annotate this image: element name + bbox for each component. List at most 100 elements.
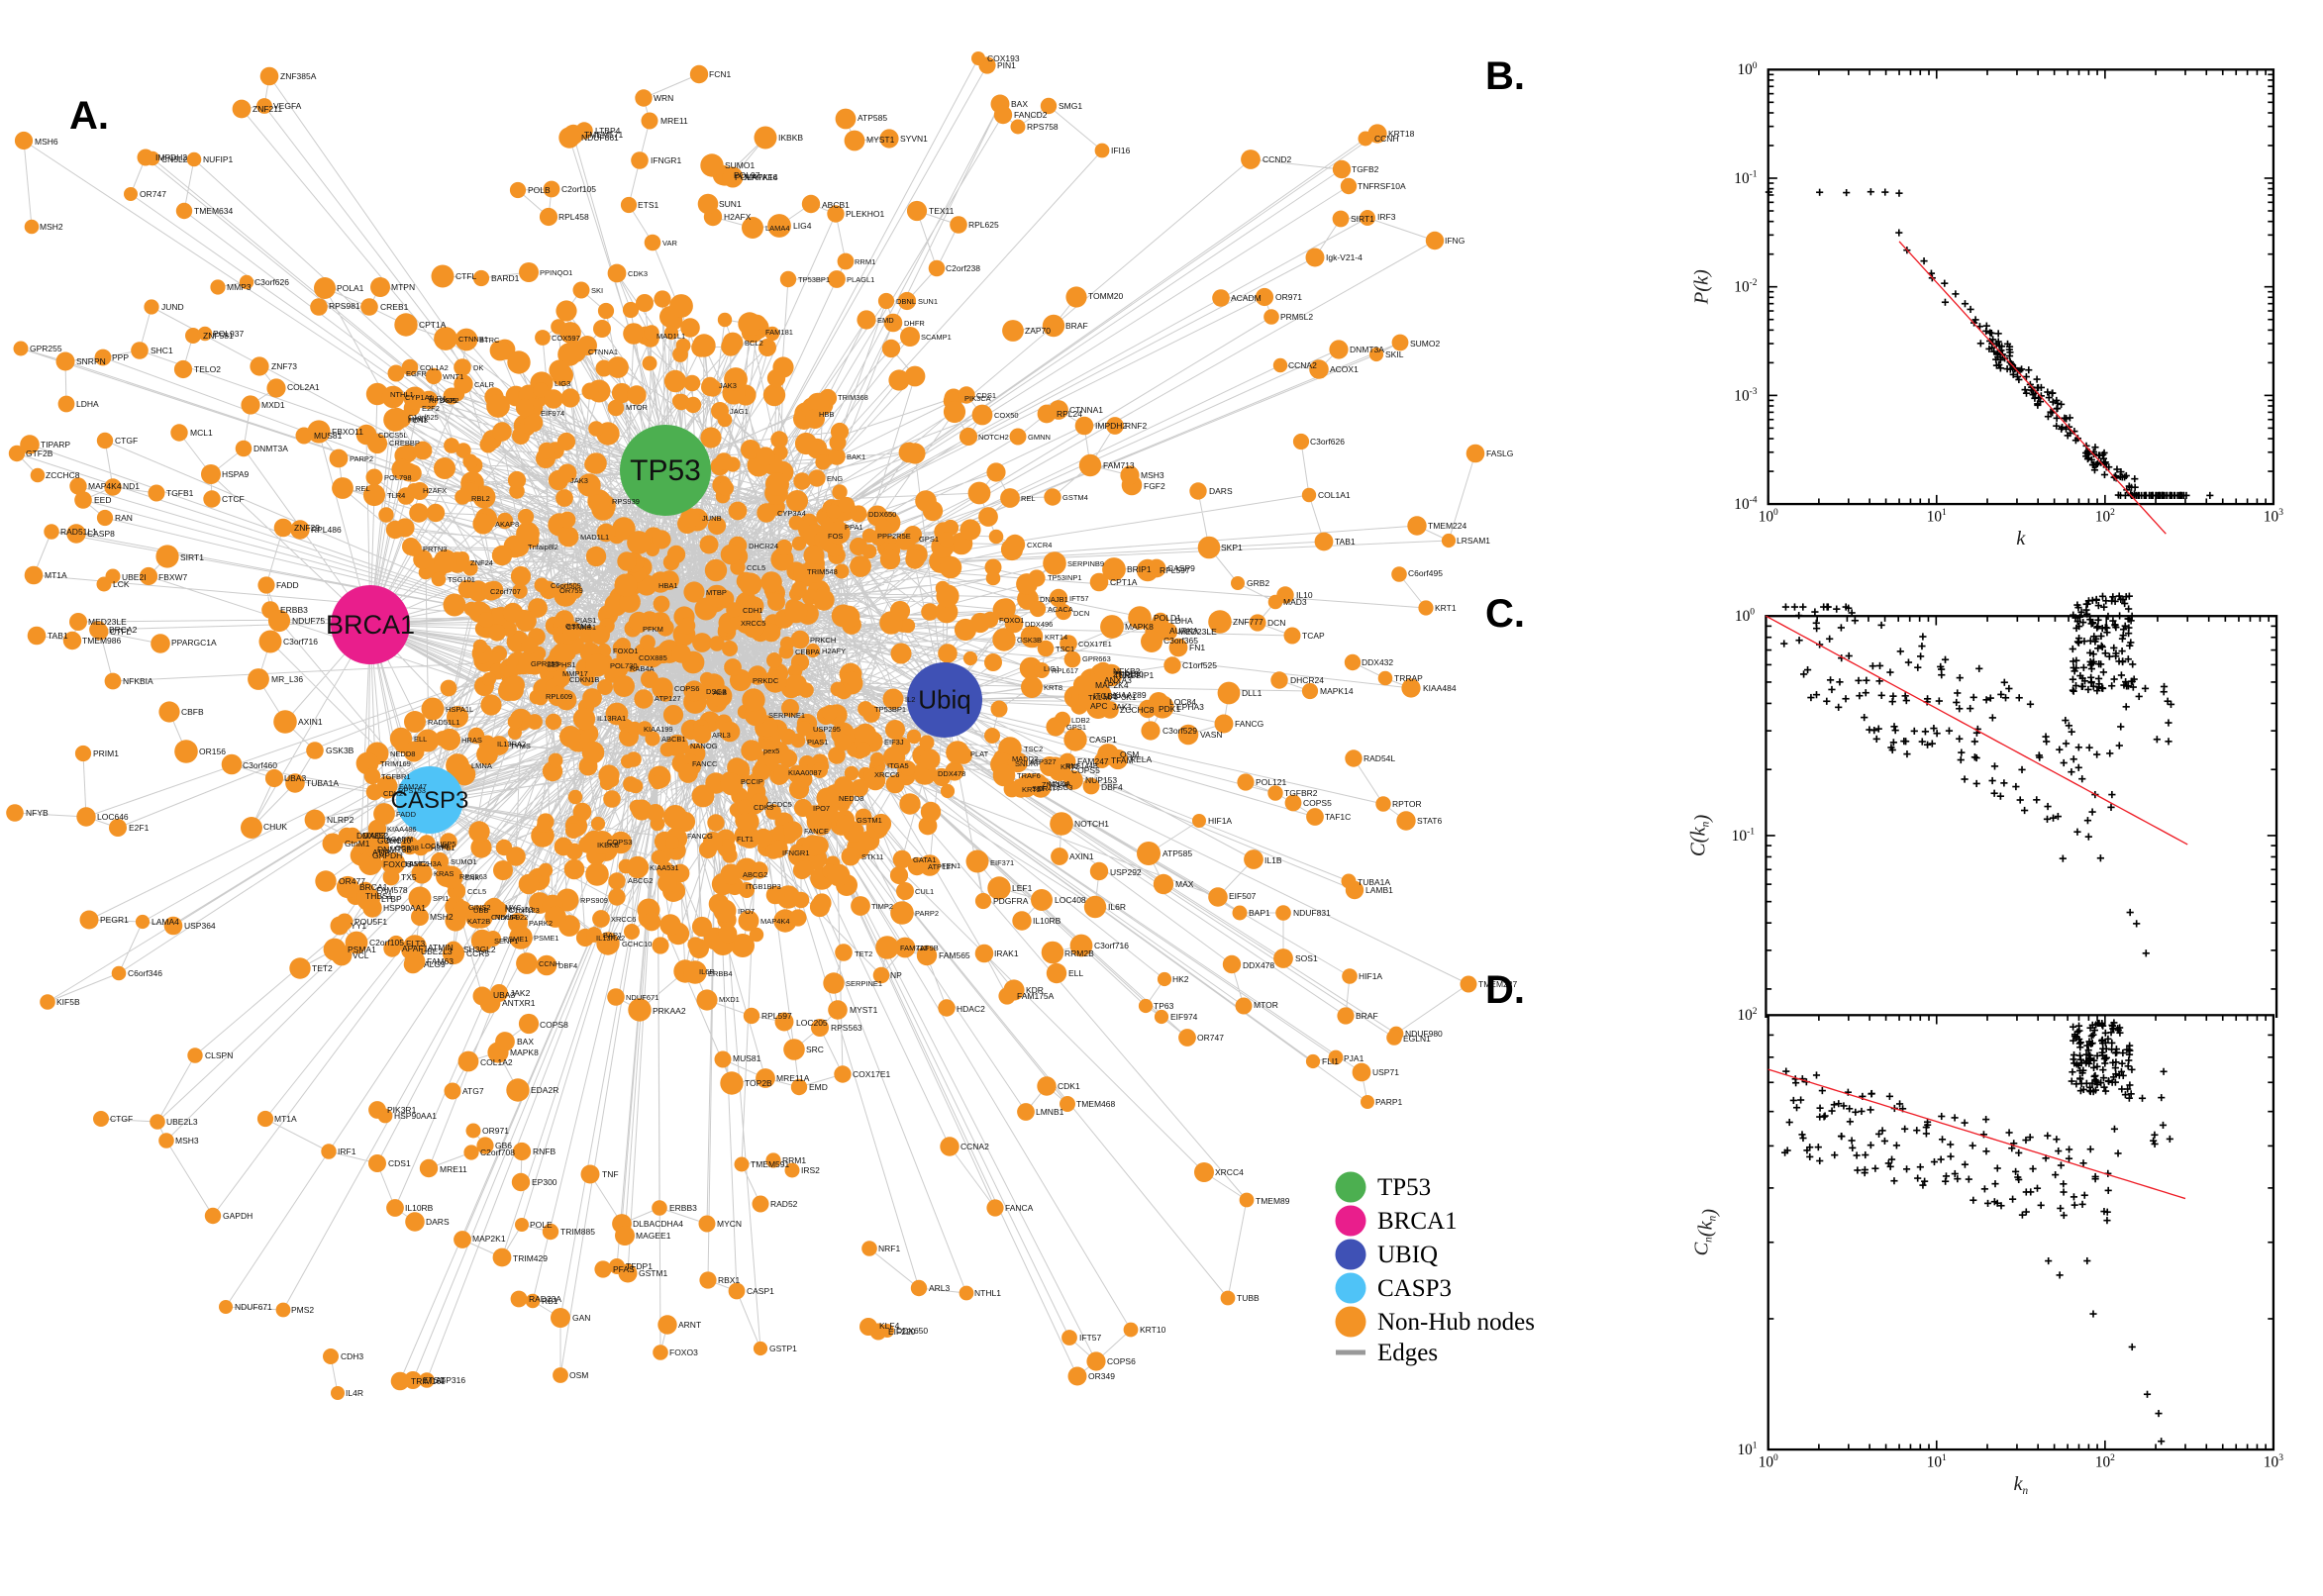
svg-text:RPL625: RPL625 xyxy=(968,220,999,230)
svg-text:FADD: FADD xyxy=(396,810,417,819)
svg-text:FAM181: FAM181 xyxy=(765,328,793,337)
svg-text:PDGFRA: PDGFRA xyxy=(993,896,1029,906)
svg-text:NTHL1: NTHL1 xyxy=(974,1288,1001,1298)
svg-text:LMNA: LMNA xyxy=(471,761,492,770)
svg-text:MAX: MAX xyxy=(1175,879,1194,889)
svg-text:KRAS: KRAS xyxy=(434,869,454,878)
svg-text:HDAC2: HDAC2 xyxy=(957,1004,985,1014)
svg-text:SYVN1: SYVN1 xyxy=(900,134,928,144)
svg-text:SKIL: SKIL xyxy=(1385,349,1404,359)
svg-text:STK11: STK11 xyxy=(861,852,883,861)
svg-text:NUFIP1: NUFIP1 xyxy=(203,154,234,164)
svg-text:101: 101 xyxy=(1927,1453,1947,1470)
svg-text:MR_L36: MR_L36 xyxy=(271,674,303,684)
svg-text:ABCG2: ABCG2 xyxy=(743,870,767,879)
svg-text:TSG101: TSG101 xyxy=(448,575,475,584)
svg-text:COL2A1: COL2A1 xyxy=(287,382,320,392)
svg-text:PLEKHO1: PLEKHO1 xyxy=(846,209,884,219)
svg-text:ZAP70: ZAP70 xyxy=(1025,326,1051,336)
svg-text:PPARGC1A: PPARGC1A xyxy=(171,638,217,648)
svg-text:SERPINE1: SERPINE1 xyxy=(846,979,882,988)
svg-text:APC: APC xyxy=(1090,701,1107,711)
svg-text:PRIM1: PRIM1 xyxy=(93,748,119,758)
svg-text:HSPA9: HSPA9 xyxy=(222,469,250,479)
svg-text:FASLG: FASLG xyxy=(1486,449,1513,458)
svg-text:LOC205: LOC205 xyxy=(796,1018,828,1028)
svg-text:TGFB1: TGFB1 xyxy=(166,488,194,498)
svg-text:NOTCH1: NOTCH1 xyxy=(1074,819,1109,829)
svg-text:STAT6: STAT6 xyxy=(1417,816,1442,826)
svg-text:PRKCH: PRKCH xyxy=(810,636,836,645)
svg-text:TP53: TP53 xyxy=(1377,1174,1431,1201)
svg-text:SUN1: SUN1 xyxy=(719,199,742,209)
svg-text:CDK2: CDK2 xyxy=(383,789,403,798)
svg-text:LOC408: LOC408 xyxy=(1055,895,1086,905)
svg-text:FANCG: FANCG xyxy=(687,832,713,841)
svg-text:ETS1: ETS1 xyxy=(638,200,659,210)
svg-text:DK: DK xyxy=(473,363,483,372)
svg-text:SPI1: SPI1 xyxy=(433,894,449,903)
svg-text:FAM247: FAM247 xyxy=(399,782,427,791)
svg-text:EIF3J: EIF3J xyxy=(884,738,904,747)
svg-text:TSC2: TSC2 xyxy=(1024,745,1043,753)
svg-text:SKI: SKI xyxy=(591,286,603,295)
svg-text:100: 100 xyxy=(1737,61,1757,78)
svg-text:C1orf525: C1orf525 xyxy=(408,413,439,422)
svg-text:TUBA1A: TUBA1A xyxy=(306,778,339,788)
svg-text:RAD54L: RAD54L xyxy=(1364,753,1395,763)
svg-text:CTCF: CTCF xyxy=(222,494,245,504)
svg-text:DNMT3A: DNMT3A xyxy=(1350,345,1384,354)
svg-text:LRSAM1: LRSAM1 xyxy=(1457,536,1490,546)
svg-text:CTNNA1: CTNNA1 xyxy=(1069,405,1103,415)
svg-text:RAD23A: RAD23A xyxy=(529,1294,561,1304)
svg-text:OR971: OR971 xyxy=(1275,292,1302,302)
svg-text:ZCCHC8: ZCCHC8 xyxy=(1120,705,1155,715)
svg-text:SIRT1: SIRT1 xyxy=(1351,214,1374,224)
svg-text:FAM247: FAM247 xyxy=(1077,756,1109,766)
svg-text:H2AFY: H2AFY xyxy=(822,647,846,655)
svg-text:CTFL: CTFL xyxy=(455,271,477,281)
svg-text:USP295: USP295 xyxy=(813,725,841,734)
svg-text:COX17E1: COX17E1 xyxy=(853,1069,891,1079)
svg-text:TET2: TET2 xyxy=(312,963,333,973)
svg-text:BRCA2: BRCA2 xyxy=(109,625,138,635)
svg-text:RPTOR: RPTOR xyxy=(1392,799,1422,809)
svg-text:TMEM468: TMEM468 xyxy=(1076,1099,1115,1109)
svg-text:CEBPA: CEBPA xyxy=(795,648,820,656)
svg-text:COX885: COX885 xyxy=(639,653,667,662)
svg-text:RRM1: RRM1 xyxy=(855,257,875,266)
svg-text:DNAJB1: DNAJB1 xyxy=(1040,595,1068,604)
svg-text:IRF3: IRF3 xyxy=(1377,212,1396,222)
svg-text:P(k): P(k) xyxy=(1690,269,1712,305)
svg-text:DHFR: DHFR xyxy=(904,319,925,328)
svg-text:C6orf509: C6orf509 xyxy=(551,581,581,590)
svg-text:NUP153: NUP153 xyxy=(1085,775,1117,785)
svg-text:KIAA199: KIAA199 xyxy=(644,725,673,734)
svg-text:FLT3: FLT3 xyxy=(406,939,425,948)
svg-text:LDHA: LDHA xyxy=(1170,616,1193,626)
svg-text:CASP9: CASP9 xyxy=(1167,563,1195,573)
svg-text:CCNH: CCNH xyxy=(539,959,560,968)
svg-text:EMD: EMD xyxy=(809,1082,828,1092)
svg-text:PEGR1: PEGR1 xyxy=(100,915,129,925)
svg-text:KRT1: KRT1 xyxy=(1435,603,1457,613)
svg-text:CDK3: CDK3 xyxy=(754,803,773,812)
svg-text:C2orf105: C2orf105 xyxy=(561,184,596,194)
svg-text:CBFB: CBFB xyxy=(181,707,204,717)
svg-text:MAGEE1: MAGEE1 xyxy=(636,1231,671,1241)
svg-text:ATP585: ATP585 xyxy=(858,113,887,123)
svg-text:RAN: RAN xyxy=(115,513,133,523)
svg-text:EIF974: EIF974 xyxy=(1170,1012,1198,1022)
svg-text:GB6: GB6 xyxy=(495,1141,512,1150)
svg-text:RAD52: RAD52 xyxy=(770,1199,798,1209)
svg-text:MAPK14: MAPK14 xyxy=(1320,686,1354,696)
svg-text:NDUF671: NDUF671 xyxy=(626,993,658,1002)
svg-text:MMP3: MMP3 xyxy=(227,282,252,292)
svg-text:KIAA0087: KIAA0087 xyxy=(788,768,822,777)
svg-text:ELL: ELL xyxy=(414,735,427,744)
svg-text:H2AFX: H2AFX xyxy=(724,212,752,222)
svg-text:PSME1: PSME1 xyxy=(534,934,558,943)
svg-text:TGFB2: TGFB2 xyxy=(1352,164,1379,174)
svg-text:POLA1: POLA1 xyxy=(337,283,364,293)
svg-text:NDUF831: NDUF831 xyxy=(1293,908,1331,918)
